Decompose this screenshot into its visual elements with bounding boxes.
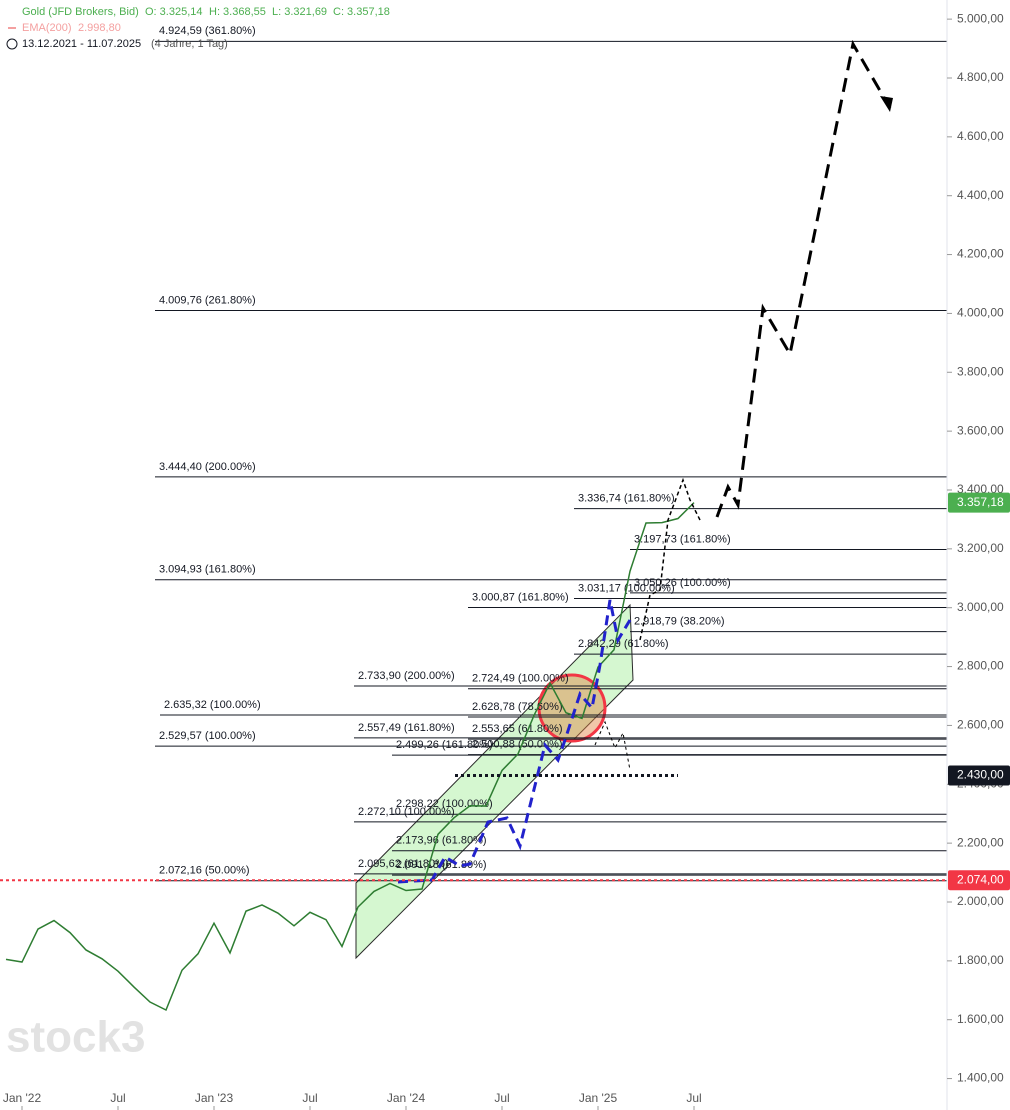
watermark: stock3 — [6, 1013, 145, 1062]
high: H: 3.368,55 — [209, 6, 266, 18]
price-tag-label: 2.430,00 — [957, 768, 1004, 782]
x-tick-label: Jan '24 — [387, 1091, 426, 1105]
fib-label: 2.500,88 (50.00%) — [472, 738, 563, 750]
y-tick-label: 1.800,00 — [957, 953, 1004, 967]
low: L: 3.321,69 — [272, 6, 327, 18]
fib-label: 3.094,93 (161.80%) — [159, 564, 256, 576]
projection-blue — [397, 599, 632, 884]
fib-label: 2.635,32 (100.00%) — [164, 699, 261, 711]
y-tick-label: 3.600,00 — [957, 423, 1004, 437]
x-tick-label: Jan '22 — [3, 1091, 42, 1105]
x-tick-label: Jan '23 — [195, 1091, 234, 1105]
fib-label: 3.000,87 (161.80%) — [472, 591, 569, 603]
y-tick-label: 5.000,00 — [957, 11, 1004, 25]
symbol: Gold (JFD Brokers, Bid) — [22, 6, 139, 18]
arrow-head — [880, 96, 893, 112]
ema-value: 2.998,80 — [78, 22, 121, 34]
fib-label: 2.557,49 (161.80%) — [358, 722, 455, 734]
open: O: 3.325,14 — [145, 6, 203, 18]
date-range: 13.12.2021 - 11.07.2025 — [22, 38, 141, 50]
projection-black — [715, 39, 892, 518]
price-tag-label: 2.074,00 — [957, 872, 1004, 886]
y-tick-label: 4.400,00 — [957, 188, 1004, 202]
fib-label: 2.072,16 (50.00%) — [159, 865, 250, 877]
fib-label: 2.553,65 (61.80%) — [472, 723, 563, 735]
y-tick-label: 1.400,00 — [957, 1071, 1004, 1085]
fib-label: 2.628,78 (78.60%) — [472, 701, 563, 713]
y-tick-label: 3.000,00 — [957, 600, 1004, 614]
price-tag — [948, 870, 1010, 891]
fib-label: 3.197,73 (161.80%) — [634, 533, 731, 545]
x-tick-label: Jan '25 — [579, 1091, 618, 1105]
fib-label: 4.924,59 (361.80%) — [159, 25, 256, 37]
y-tick-label: 2.000,00 — [957, 894, 1004, 908]
fib-label: 3.050,26 (100.00%) — [634, 577, 731, 589]
y-tick-label: 2.800,00 — [957, 659, 1004, 673]
fib-label: 2.842,29 (61.80%) — [578, 638, 669, 650]
y-tick-label: 2.200,00 — [957, 835, 1004, 849]
fib-label: 2.095,62 (61.80%) — [358, 858, 449, 870]
x-tick-label: Jul — [110, 1091, 125, 1105]
x-tick-label: Jul — [302, 1091, 317, 1105]
y-tick-label: 3.200,00 — [957, 541, 1004, 555]
highlight-circle — [537, 673, 607, 743]
price-tag — [948, 765, 1010, 786]
y-tick-label: 4.200,00 — [957, 247, 1004, 261]
period: (4 Jahre, 1 Tag) — [151, 38, 228, 50]
clock-icon — [6, 38, 18, 50]
fib-label: 2.733,90 (200.00%) — [358, 670, 455, 682]
fib-label: 2.529,57 (100.00%) — [159, 730, 256, 742]
y-tick-label: 3.800,00 — [957, 364, 1004, 378]
y-tick-label: 2.600,00 — [957, 718, 1004, 732]
y-tick-label: 4.000,00 — [957, 306, 1004, 320]
y-tick-label: 1.600,00 — [957, 1012, 1004, 1026]
fib-label: 3.336,74 (161.80%) — [578, 493, 675, 505]
price-tag-label: 3.357,18 — [957, 495, 1004, 509]
fib-label: 4.009,76 (261.80%) — [159, 294, 256, 306]
fib-label: 2.173,96 (61.80%) — [396, 835, 487, 847]
y-tick-label: 4.600,00 — [957, 129, 1004, 143]
ema-name: EMA(200) — [22, 22, 72, 34]
y-tick-label: 4.800,00 — [957, 70, 1004, 84]
fib-label: 2.724,49 (100.00%) — [472, 673, 569, 685]
fib-label: 2.499,26 (161.80%) — [396, 739, 493, 751]
x-tick-label: Jul — [686, 1091, 701, 1105]
price-tag — [948, 492, 1010, 513]
fib-label: 2.918,79 (38.20%) — [634, 616, 725, 628]
fib-label: 3.444,40 (200.00%) — [159, 461, 256, 473]
price-line — [5, 502, 695, 1012]
header: Gold (JFD Brokers, Bid) O: 3.325,14 H: 3… — [6, 6, 390, 50]
x-tick-label: Jul — [494, 1091, 509, 1105]
trend-channel — [355, 603, 634, 960]
close: C: 3.357,18 — [333, 6, 390, 18]
fib-label: 2.272,10 (100.00%) — [358, 806, 455, 818]
projection-small — [639, 477, 701, 641]
